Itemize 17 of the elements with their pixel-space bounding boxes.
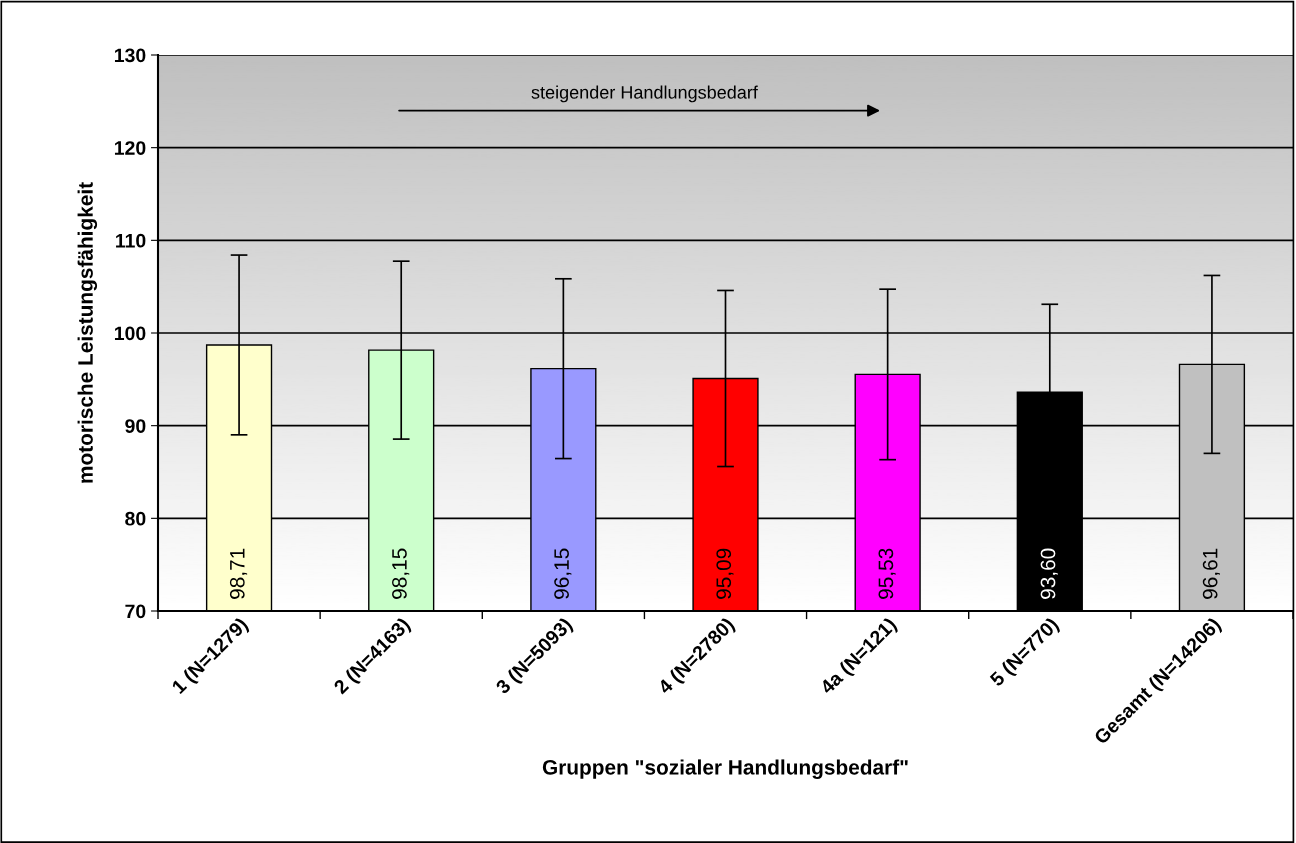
y-tick-label: 100 [114, 326, 146, 341]
y-tick-label: 120 [114, 141, 146, 155]
data-label: 95,53 [878, 548, 896, 599]
annotation: steigender Handlungsbedarf [531, 85, 758, 103]
y-tick-label: 80 [125, 511, 146, 526]
y-axis-title: motorische Leistungsfähigkeit [77, 182, 98, 483]
y-tick-label: 130 [114, 48, 146, 63]
y-tick-label: 70 [125, 604, 146, 619]
data-label: 98,71 [229, 548, 248, 599]
data-label: 93,60 [1040, 548, 1058, 599]
data-label: 96,61 [1202, 548, 1220, 599]
data-label: 95,09 [716, 548, 734, 599]
y-tick-label: 90 [125, 419, 146, 433]
x-axis-title: Gruppen "sozialer Handlungsbedarf" [542, 759, 908, 779]
data-label: 96,15 [554, 548, 572, 599]
data-label: 98,15 [392, 548, 410, 599]
y-tick-label: 110 [116, 233, 146, 248]
